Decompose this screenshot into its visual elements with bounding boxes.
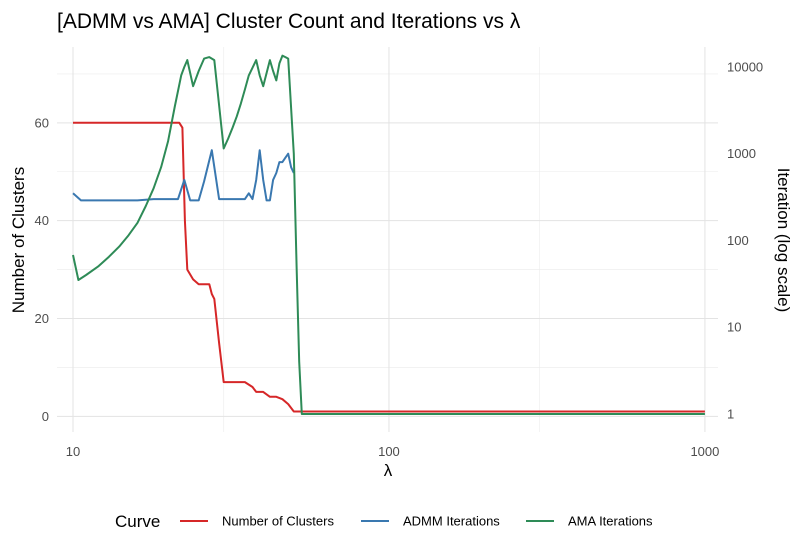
legend-title: Curve bbox=[115, 512, 160, 531]
y-tick-label: 0 bbox=[42, 409, 49, 424]
series-line-admm-iterations bbox=[72, 149, 295, 202]
y2-tick-label: 10 bbox=[727, 320, 741, 335]
y2-axis-title: Iteration (log scale) bbox=[774, 168, 793, 313]
x-tick-label: 100 bbox=[378, 444, 400, 459]
legend-label-admm-iterations: ADMM Iterations bbox=[403, 514, 500, 529]
y-tick-label: 20 bbox=[35, 311, 49, 326]
series-line-ama-iterations bbox=[72, 54, 705, 415]
x-tick-label: 1000 bbox=[690, 444, 719, 459]
grid bbox=[57, 47, 718, 432]
x-axis-title: λ bbox=[384, 461, 393, 480]
legend-label-ama-iterations: AMA Iterations bbox=[568, 514, 653, 529]
y2-tick-label: 1 bbox=[727, 406, 734, 421]
y-tick-label: 40 bbox=[35, 213, 49, 228]
y2-tick-label: 10000 bbox=[727, 59, 763, 74]
y-tick-label: 60 bbox=[35, 115, 49, 130]
series-line-number-of-clusters bbox=[73, 121, 705, 413]
y-axis-title: Number of Clusters bbox=[9, 167, 28, 313]
y2-tick-label: 100 bbox=[727, 233, 749, 248]
x-tick-label: 10 bbox=[66, 444, 80, 459]
y2-tick-label: 1000 bbox=[727, 146, 756, 161]
series-lines bbox=[72, 54, 705, 415]
legend: Curve Number of Clusters ADMM Iterations A… bbox=[115, 512, 653, 531]
chart-title: [ADMM vs AMA] Cluster Count and Iteratio… bbox=[57, 10, 521, 33]
legend-label-number-of-clusters: Number of Clusters bbox=[222, 514, 334, 529]
